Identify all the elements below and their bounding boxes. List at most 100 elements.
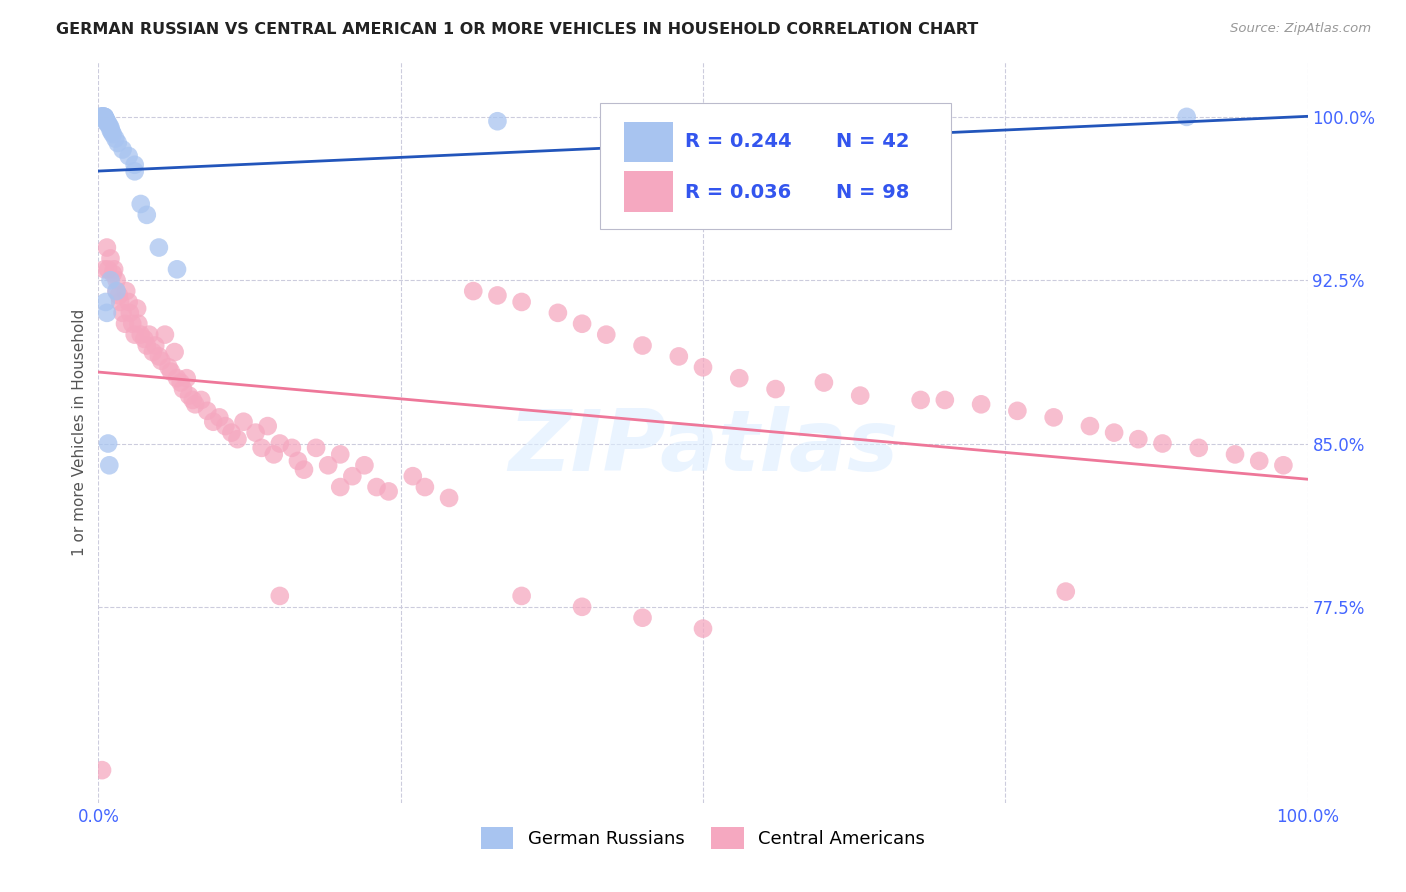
German Russians (486, 114, 509, 128)
Text: Source: ZipAtlas.com: Source: ZipAtlas.com (1230, 22, 1371, 36)
Central Americans (1152, 436, 1174, 450)
Central Americans (91, 763, 114, 777)
Central Americans (172, 382, 194, 396)
German Russians (90, 110, 112, 124)
Central Americans (142, 345, 165, 359)
Central Americans (256, 419, 278, 434)
Central Americans (202, 415, 225, 429)
Central Americans (692, 360, 714, 375)
German Russians (96, 114, 118, 128)
Central Americans (115, 284, 138, 298)
German Russians (100, 273, 122, 287)
Central Americans (402, 469, 425, 483)
Central Americans (813, 376, 835, 390)
German Russians (91, 110, 114, 124)
Central Americans (1249, 454, 1271, 468)
Central Americans (129, 327, 152, 342)
German Russians (98, 458, 121, 473)
Central Americans (163, 345, 186, 359)
Central Americans (765, 382, 787, 396)
German Russians (135, 208, 157, 222)
Central Americans (124, 327, 146, 342)
Central Americans (377, 484, 399, 499)
Central Americans (138, 327, 160, 342)
Central Americans (269, 589, 291, 603)
Central Americans (463, 284, 485, 298)
German Russians (111, 143, 134, 157)
Central Americans (127, 301, 149, 316)
Central Americans (176, 371, 198, 385)
Central Americans (190, 392, 212, 407)
German Russians (91, 110, 114, 124)
Central Americans (934, 392, 956, 407)
German Russians (94, 114, 117, 128)
Central Americans (1128, 432, 1150, 446)
Central Americans (305, 441, 328, 455)
German Russians (100, 123, 122, 137)
Central Americans (103, 262, 125, 277)
Central Americans (181, 392, 204, 407)
Central Americans (232, 415, 254, 429)
Central Americans (157, 360, 180, 375)
Central Americans (169, 376, 191, 390)
Central Americans (692, 622, 714, 636)
Bar (624, 171, 673, 212)
Central Americans (366, 480, 388, 494)
Central Americans (111, 306, 134, 320)
Central Americans (728, 371, 751, 385)
Text: ZIPatlas: ZIPatlas (508, 406, 898, 489)
Central Americans (1188, 441, 1211, 455)
Central Americans (127, 317, 149, 331)
German Russians (93, 110, 115, 124)
German Russians (105, 284, 128, 298)
Central Americans (1102, 425, 1125, 440)
German Russians (94, 112, 117, 126)
Central Americans (571, 599, 593, 614)
Central Americans (1054, 584, 1077, 599)
Central Americans (547, 306, 569, 320)
Text: N = 42: N = 42 (837, 132, 910, 151)
Central Americans (214, 419, 236, 434)
Central Americans (118, 306, 141, 320)
Central Americans (143, 338, 166, 352)
Central Americans (250, 441, 273, 455)
FancyBboxPatch shape (600, 103, 950, 229)
German Russians (1175, 110, 1198, 124)
German Russians (124, 158, 146, 172)
Central Americans (1223, 447, 1246, 461)
Central Americans (329, 480, 352, 494)
Central Americans (437, 491, 460, 505)
Central Americans (849, 388, 872, 402)
Central Americans (292, 462, 315, 476)
Central Americans (595, 327, 617, 342)
Central Americans (105, 284, 128, 298)
Central Americans (114, 317, 136, 331)
German Russians (93, 110, 115, 124)
Text: R = 0.244: R = 0.244 (685, 132, 792, 151)
Central Americans (316, 458, 339, 473)
Central Americans (93, 262, 115, 277)
Central Americans (510, 589, 533, 603)
Central Americans (148, 350, 170, 364)
German Russians (94, 112, 117, 126)
Central Americans (1007, 404, 1029, 418)
German Russians (98, 119, 121, 133)
Bar (624, 121, 673, 162)
German Russians (90, 110, 112, 124)
Central Americans (245, 425, 267, 440)
German Russians (129, 197, 152, 211)
German Russians (107, 136, 129, 150)
Central Americans (121, 317, 143, 331)
German Russians (96, 116, 118, 130)
Central Americans (96, 240, 118, 254)
German Russians (148, 240, 170, 254)
Central Americans (108, 288, 131, 302)
German Russians (93, 110, 115, 124)
Central Americans (342, 469, 364, 483)
German Russians (101, 128, 124, 142)
Central Americans (179, 388, 201, 402)
Central Americans (1042, 410, 1064, 425)
German Russians (91, 110, 114, 124)
Central Americans (101, 267, 124, 281)
Central Americans (263, 447, 285, 461)
